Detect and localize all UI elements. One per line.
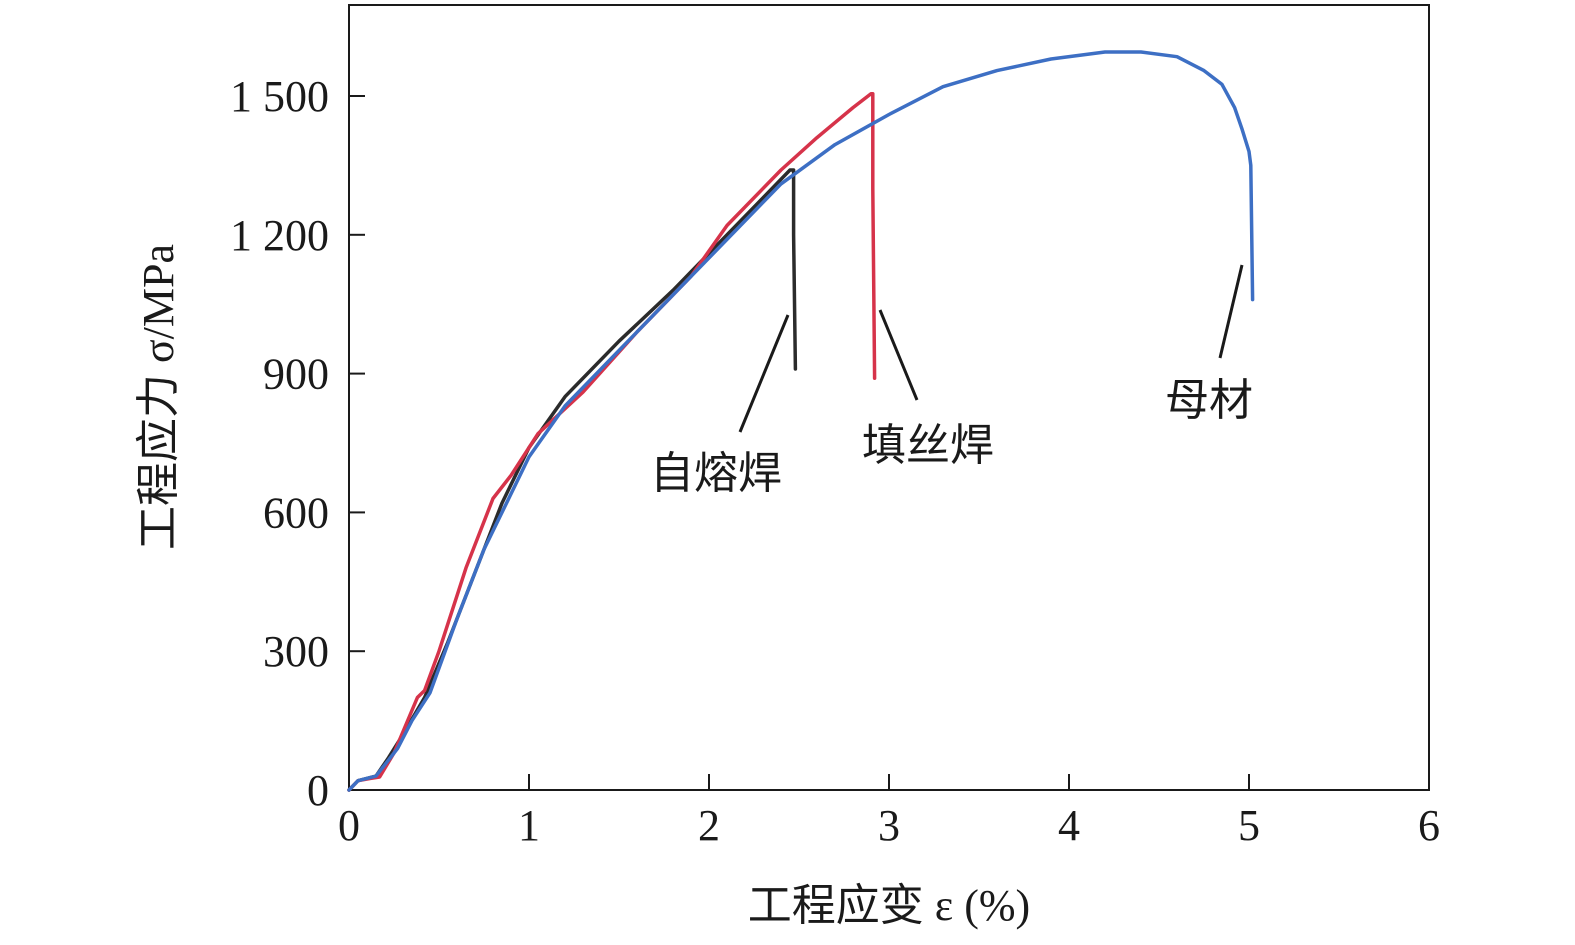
y-tick-label: 600 [263,488,329,537]
y-tick-label: 1 500 [230,72,329,121]
series-layer [347,50,1255,792]
series-line-base-metal [347,50,1255,792]
x-axis-ticks: 0 1 2 3 4 5 6 [338,774,1440,850]
annotation-leader-self-fusion [738,314,790,433]
annotation-leader-filler-wire [878,309,919,401]
y-tick-label: 900 [263,350,329,399]
y-tick-label: 1 200 [230,211,329,260]
x-axis-title: 工程应变 ε (%) [748,881,1030,930]
annotation-base-metal: 母材 [1165,375,1253,426]
annotation-filler-wire: 填丝焊 [862,420,994,471]
y-tick-label: 0 [307,766,329,815]
annotation-leader-base-metal [1218,264,1244,359]
x-tick-label: 2 [698,801,720,850]
y-axis-ticks: 0 300 600 900 1 200 1 500 [230,72,365,815]
annotation-self-fusion: 自熔焊 [650,448,782,499]
x-tick-label: 4 [1058,801,1080,850]
plot-frame [348,4,1430,791]
x-tick-label: 6 [1418,801,1440,850]
x-tick-label: 5 [1238,801,1260,850]
y-axis-title: 工程应力 σ/MPa [134,244,183,550]
x-tick-label: 0 [338,801,360,850]
x-tick-label: 3 [878,801,900,850]
series-line-filler-wire [347,91,877,792]
x-tick-label: 1 [518,801,540,850]
y-tick-label: 300 [263,627,329,676]
